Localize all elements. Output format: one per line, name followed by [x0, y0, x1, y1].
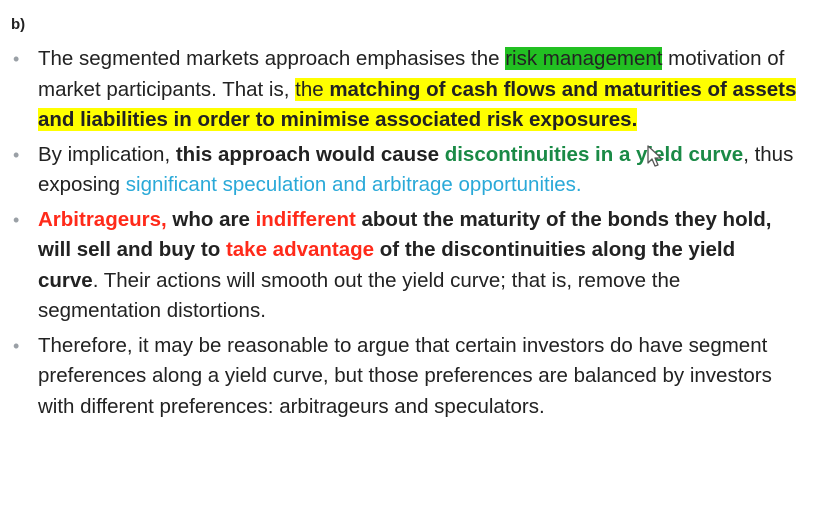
text-run: . Their actions will smooth out the yiel… — [38, 268, 681, 323]
section-label: b) — [11, 16, 26, 33]
bullet-dot-icon: • — [13, 49, 20, 69]
bold-text: this approach would cause — [175, 142, 445, 166]
text-run: , thus exposing — [38, 142, 794, 197]
text-run: Therefore, it may be reasonable to argue… — [38, 333, 772, 418]
bullet-list: • The segmented markets approach emphasi… — [0, 44, 800, 426]
text-run: By implication, — [38, 142, 176, 166]
highlighted-text: risk management — [505, 47, 663, 70]
bold-text: of the discontinuities along the yield c… — [38, 238, 736, 292]
bullet-dot-icon: • — [13, 209, 20, 230]
green-bold-text: discontinuities in a yield curve — [444, 142, 744, 166]
bullet-item: • The segmented markets approach emphasi… — [0, 44, 800, 136]
red-bold-text: Arbitrageurs, — [38, 207, 167, 231]
bold-text: about the maturity of the bonds they hol… — [38, 207, 772, 262]
red-bold-text: take advantage — [225, 238, 375, 261]
bullet-dot-icon: • — [13, 144, 20, 165]
red-bold-text: indifferent — [255, 207, 356, 231]
bullet-item: • Therefore, it may be reasonable to arg… — [0, 331, 800, 423]
bullet-dot-icon: • — [13, 335, 20, 356]
highlighted-text: the — [295, 77, 330, 101]
text-run: motivation of market participants. That … — [38, 47, 785, 101]
mouse-cursor-icon — [647, 145, 662, 167]
cyan-text: significant speculation and arbitrage op… — [125, 173, 582, 196]
bold-text: who are — [166, 207, 256, 231]
bullet-item: • Arbitrageurs, who are indifferent abou… — [0, 205, 800, 327]
bullet-item: • By implication, this approach would ca… — [0, 140, 800, 201]
text-run: The segmented markets approach emphasise… — [38, 47, 506, 70]
